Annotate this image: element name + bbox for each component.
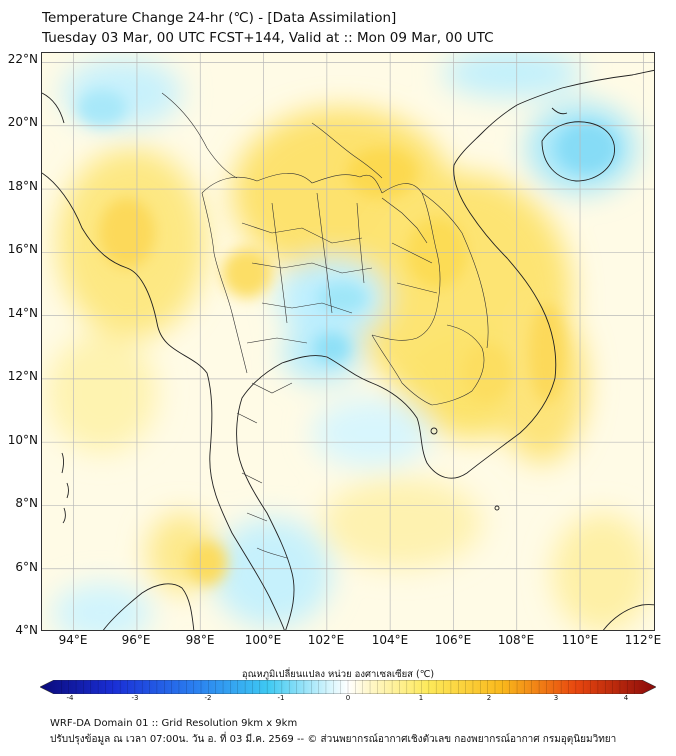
lon-label-102e: 102°E — [307, 633, 345, 647]
lat-label-10n: 10°N — [7, 433, 38, 447]
colorbar-tick--3: -3 — [131, 694, 139, 702]
warm-region-andaman-north — [47, 333, 157, 453]
colorbar-tick--2: -2 — [204, 694, 212, 702]
cool-region-southwest — [52, 583, 152, 630]
lon-label-104e: 104°E — [371, 633, 409, 647]
colorbar-gradient — [40, 680, 656, 694]
map-panel — [41, 52, 655, 631]
lon-label-100e: 100°E — [244, 633, 282, 647]
lon-label-96e: 96°E — [121, 633, 151, 647]
colorbar-tick-4: 4 — [623, 694, 629, 702]
warm-region-gulf-south — [322, 478, 482, 568]
border-thailand-malaysia — [256, 547, 288, 559]
colorbar-tick-2: 2 — [486, 694, 492, 702]
lon-label-106e: 106°E — [434, 633, 472, 647]
cool-region-malay-peninsula — [212, 518, 332, 628]
colorbar-tick-3: 3 — [553, 694, 559, 702]
border-laos-china — [311, 122, 383, 179]
coastline-gulf-thailand — [236, 355, 468, 630]
colorbar-title: อุณหภูมิเปลี่ยนแปลง หน่วย องศาเซลเซียส (… — [241, 669, 435, 680]
coastline-myanmar-malaysia — [42, 172, 285, 630]
border-mekong — [371, 183, 441, 341]
border-layer — [161, 92, 489, 559]
chart-subtitle: Tuesday 03 Mar, 00 UTC FCST+144, Valid a… — [42, 30, 494, 46]
lat-label-14n: 14°N — [7, 306, 38, 320]
lon-label-110e: 110°E — [561, 633, 599, 647]
lon-label-94e: 94°E — [58, 633, 88, 647]
colorbar-tick--1: -1 — [277, 694, 285, 702]
chart-title: Temperature Change 24-hr (℃) - [Data Ass… — [42, 10, 397, 26]
coastline-sumatra — [102, 583, 195, 630]
lat-label-8n: 8°N — [15, 496, 38, 510]
lon-label-112e: 112°E — [624, 633, 662, 647]
coastline-south-china — [561, 69, 654, 89]
border-myanmar-thailand — [201, 192, 248, 374]
footer-credit: ปรับปรุงข้อมูล ณ เวลา 07:00น. วัน อ. ที่… — [50, 734, 617, 745]
warm-region-southeast — [552, 513, 652, 630]
colorbar-tick-1: 1 — [418, 694, 424, 702]
lat-label-16n: 16°N — [7, 242, 38, 256]
lat-label-22n: 22°N — [7, 52, 38, 66]
provincial-lines-thailand — [236, 192, 373, 522]
lat-label-4n: 4°N — [15, 623, 38, 637]
footer-model-info: WRF-DA Domain 01 :: Grid Resolution 9km … — [50, 718, 298, 729]
colorbar — [40, 680, 656, 694]
lat-label-12n: 12°N — [7, 369, 38, 383]
lon-label-98e: 98°E — [185, 633, 215, 647]
colorbar-dividers — [61, 680, 635, 694]
border-laos-vietnam — [421, 192, 489, 349]
border-myanmar-china — [161, 92, 238, 179]
lon-label-108e: 108°E — [497, 633, 535, 647]
coastline-vietnam — [453, 87, 563, 474]
coastline-hainan — [541, 121, 615, 182]
lat-label-6n: 6°N — [15, 560, 38, 574]
coastline-andaman-islands — [61, 452, 69, 524]
cool-region-gulf-thailand — [312, 398, 432, 468]
colorbar-tick-0: 0 — [345, 694, 351, 702]
border-thailand-north — [201, 173, 383, 194]
coastline-layer — [42, 69, 654, 630]
temperature-change-map — [42, 53, 654, 630]
lat-label-18n: 18°N — [7, 179, 38, 193]
graticule — [42, 53, 654, 630]
cool-region-north-coast — [442, 53, 582, 98]
lat-label-20n: 20°N — [7, 115, 38, 129]
coastline-borneo — [602, 604, 654, 630]
border-cambodia — [371, 324, 485, 406]
colorbar-tick--4: -4 — [66, 694, 74, 702]
